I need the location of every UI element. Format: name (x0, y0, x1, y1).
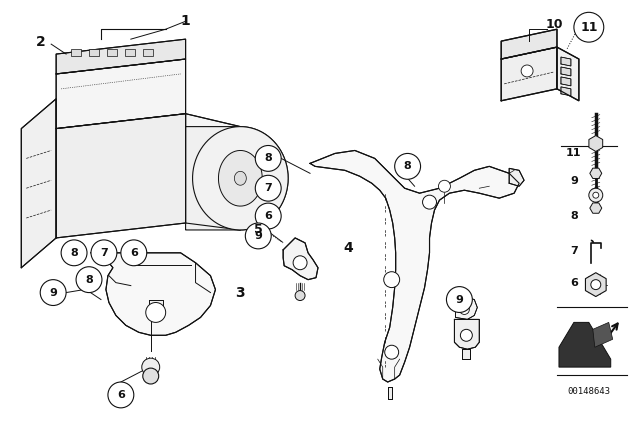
Polygon shape (590, 168, 602, 178)
Text: 8: 8 (70, 248, 78, 258)
Polygon shape (590, 203, 602, 213)
Circle shape (293, 256, 307, 270)
Polygon shape (186, 127, 288, 230)
Polygon shape (593, 323, 612, 347)
Circle shape (521, 65, 533, 77)
Polygon shape (454, 319, 479, 349)
Polygon shape (561, 87, 571, 96)
Text: 6: 6 (130, 248, 138, 258)
Text: 7: 7 (570, 246, 578, 256)
Text: 1: 1 (180, 14, 191, 28)
Polygon shape (143, 49, 153, 56)
Text: 6: 6 (117, 390, 125, 400)
Circle shape (438, 180, 451, 192)
Circle shape (589, 188, 603, 202)
Circle shape (61, 240, 87, 266)
Circle shape (143, 368, 159, 384)
Polygon shape (21, 99, 56, 268)
Circle shape (593, 192, 599, 198)
Polygon shape (456, 297, 477, 319)
Text: 11: 11 (566, 148, 582, 159)
Polygon shape (125, 49, 135, 56)
Polygon shape (557, 47, 579, 101)
Circle shape (255, 203, 281, 229)
Circle shape (255, 175, 281, 201)
Polygon shape (501, 47, 557, 101)
Text: 7: 7 (100, 248, 108, 258)
Circle shape (146, 302, 166, 323)
Circle shape (121, 240, 147, 266)
Polygon shape (559, 323, 611, 367)
Polygon shape (589, 136, 603, 151)
Polygon shape (234, 171, 246, 185)
Text: 9: 9 (49, 288, 57, 297)
Polygon shape (501, 29, 557, 59)
Text: 8: 8 (570, 211, 578, 221)
Polygon shape (388, 387, 392, 399)
Text: 3: 3 (236, 285, 245, 300)
Polygon shape (148, 300, 163, 318)
Text: 8: 8 (264, 153, 272, 164)
Polygon shape (71, 49, 81, 56)
Polygon shape (56, 39, 186, 74)
Text: 9: 9 (456, 294, 463, 305)
Circle shape (460, 329, 472, 341)
Polygon shape (283, 238, 318, 280)
Circle shape (91, 240, 117, 266)
Circle shape (384, 271, 399, 288)
Circle shape (591, 280, 601, 289)
Polygon shape (561, 77, 571, 86)
Polygon shape (56, 114, 186, 238)
Circle shape (447, 287, 472, 312)
Circle shape (460, 305, 469, 314)
Text: 9: 9 (254, 231, 262, 241)
Circle shape (40, 280, 66, 306)
Circle shape (574, 13, 604, 42)
Circle shape (395, 154, 420, 179)
Circle shape (385, 345, 399, 359)
Text: 00148643: 00148643 (567, 388, 611, 396)
Text: 4: 4 (343, 241, 353, 255)
Polygon shape (218, 151, 262, 206)
Polygon shape (509, 168, 524, 186)
Circle shape (108, 382, 134, 408)
Polygon shape (193, 127, 288, 230)
Circle shape (142, 358, 160, 376)
Polygon shape (56, 59, 186, 129)
Text: 8: 8 (404, 161, 412, 171)
Text: 10: 10 (545, 18, 563, 31)
Circle shape (295, 291, 305, 301)
Polygon shape (91, 253, 216, 335)
Polygon shape (462, 349, 470, 359)
Text: 11: 11 (580, 21, 598, 34)
Text: 6: 6 (570, 278, 578, 288)
Polygon shape (561, 67, 571, 76)
Text: 6: 6 (264, 211, 272, 221)
Polygon shape (561, 57, 571, 66)
Circle shape (422, 195, 436, 209)
Text: 7: 7 (264, 183, 272, 193)
Text: 8: 8 (85, 275, 93, 284)
Text: 2: 2 (36, 35, 46, 49)
Polygon shape (89, 49, 99, 56)
Circle shape (255, 146, 281, 171)
Text: 9: 9 (570, 176, 578, 186)
Polygon shape (586, 273, 606, 297)
Circle shape (76, 267, 102, 293)
Polygon shape (310, 151, 519, 382)
Polygon shape (107, 49, 117, 56)
Polygon shape (186, 114, 241, 230)
Circle shape (245, 223, 271, 249)
Text: 5: 5 (254, 224, 262, 237)
